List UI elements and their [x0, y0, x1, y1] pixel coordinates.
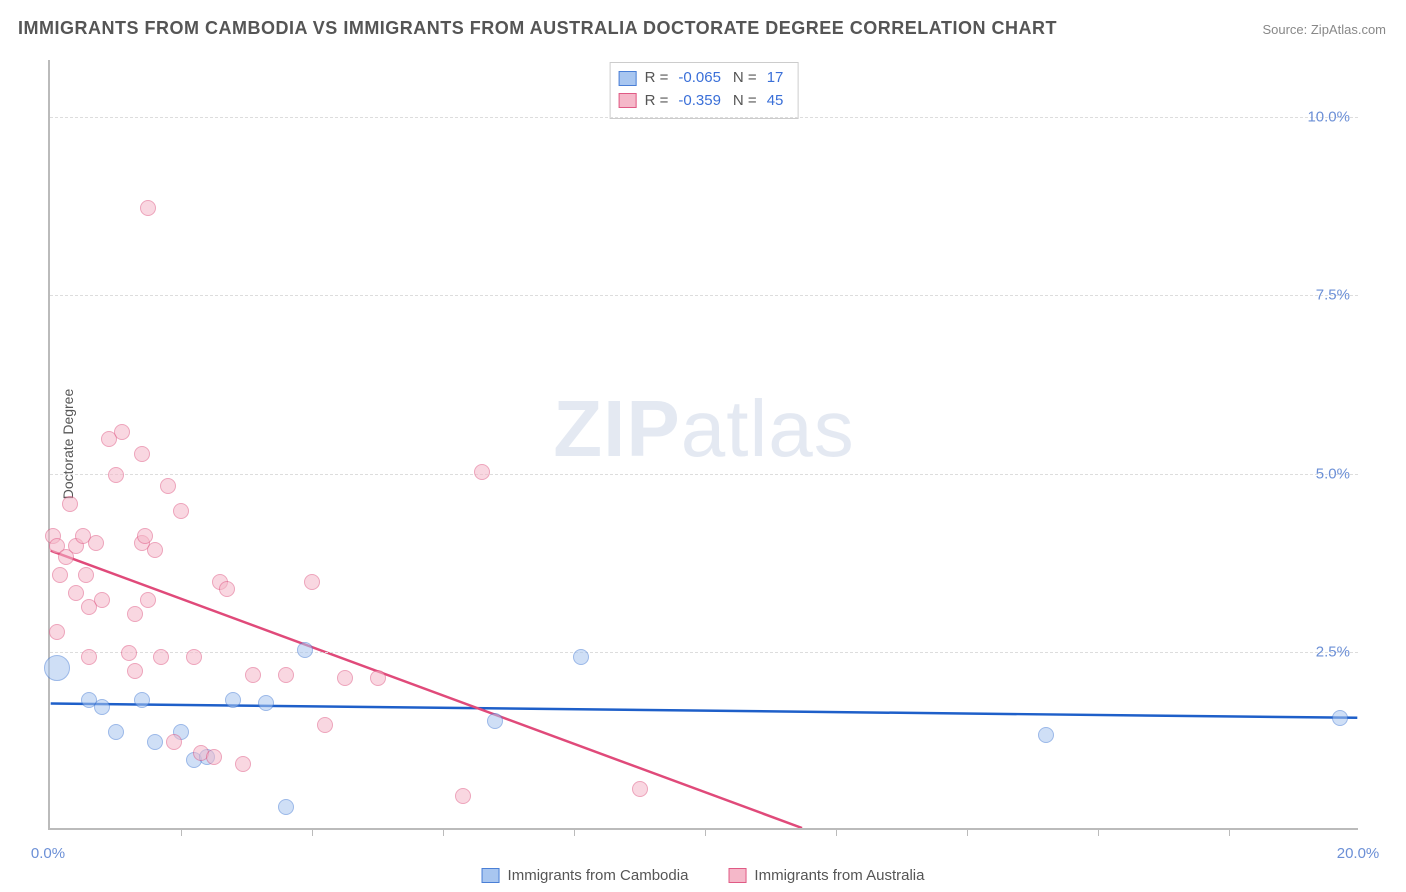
gridline: [50, 474, 1358, 475]
y-tick-label: 10.0%: [1307, 109, 1350, 126]
x-tick: [181, 828, 182, 836]
x-tick: [967, 828, 968, 836]
legend: Immigrants from Cambodia Immigrants from…: [482, 867, 925, 884]
r-value-2: -0.359: [674, 90, 725, 113]
data-point: [186, 649, 202, 665]
data-point: [455, 788, 471, 804]
data-point: [153, 649, 169, 665]
legend-item-australia: Immigrants from Australia: [728, 867, 924, 884]
n-value-2: 45: [763, 90, 788, 113]
data-point: [245, 667, 261, 683]
data-point: [88, 535, 104, 551]
data-point: [81, 649, 97, 665]
data-point: [235, 756, 251, 772]
x-tick: [836, 828, 837, 836]
source-label: Source: ZipAtlas.com: [1262, 22, 1386, 37]
legend-swatch-cambodia: [482, 868, 500, 883]
legend-item-cambodia: Immigrants from Cambodia: [482, 867, 689, 884]
data-point: [147, 542, 163, 558]
x-tick-label: 0.0%: [31, 845, 65, 862]
data-point: [108, 467, 124, 483]
data-point: [44, 655, 70, 681]
data-point: [258, 695, 274, 711]
data-point: [62, 496, 78, 512]
chart-svg: [50, 60, 1358, 828]
gridline: [50, 117, 1358, 118]
data-point: [68, 585, 84, 601]
data-point: [160, 478, 176, 494]
data-point: [573, 649, 589, 665]
gridline: [50, 652, 1358, 653]
x-tick: [1098, 828, 1099, 836]
data-point: [127, 663, 143, 679]
y-tick-label: 2.5%: [1316, 643, 1350, 660]
x-tick: [705, 828, 706, 836]
legend-label-cambodia: Immigrants from Cambodia: [508, 867, 689, 884]
legend-swatch-australia: [728, 868, 746, 883]
y-axis-label: Doctorate Degree: [60, 389, 76, 500]
data-point: [140, 592, 156, 608]
data-point: [52, 567, 68, 583]
watermark-rest: atlas: [681, 384, 855, 473]
chart-title: IMMIGRANTS FROM CAMBODIA VS IMMIGRANTS F…: [18, 18, 1057, 39]
data-point: [147, 734, 163, 750]
x-tick: [1229, 828, 1230, 836]
data-point: [632, 781, 648, 797]
data-point: [127, 606, 143, 622]
y-tick-label: 5.0%: [1316, 465, 1350, 482]
swatch-cambodia: [619, 71, 637, 86]
stats-row-2: R = -0.359 N = 45: [619, 90, 788, 113]
data-point: [140, 200, 156, 216]
data-point: [173, 503, 189, 519]
data-point: [225, 692, 241, 708]
data-point: [370, 670, 386, 686]
data-point: [206, 749, 222, 765]
r-value-1: -0.065: [674, 67, 725, 90]
data-point: [134, 446, 150, 462]
data-point: [278, 667, 294, 683]
r-label-1: R =: [645, 67, 669, 90]
data-point: [121, 645, 137, 661]
x-tick: [443, 828, 444, 836]
plot-area: Doctorate Degree ZIPatlas R = -0.065 N =…: [48, 60, 1358, 830]
stats-row-1: R = -0.065 N = 17: [619, 67, 788, 90]
stats-box: R = -0.065 N = 17 R = -0.359 N = 45: [610, 62, 799, 119]
watermark-bold: ZIP: [553, 384, 680, 473]
data-point: [304, 574, 320, 590]
x-tick: [312, 828, 313, 836]
data-point: [474, 464, 490, 480]
x-tick: [574, 828, 575, 836]
x-tick-label: 20.0%: [1337, 845, 1380, 862]
data-point: [278, 799, 294, 815]
data-point: [108, 724, 124, 740]
n-label-1: N =: [733, 67, 757, 90]
data-point: [49, 624, 65, 640]
data-point: [1038, 727, 1054, 743]
r-label-2: R =: [645, 90, 669, 113]
data-point: [94, 592, 110, 608]
data-point: [166, 734, 182, 750]
gridline: [50, 295, 1358, 296]
data-point: [114, 424, 130, 440]
data-point: [317, 717, 333, 733]
data-point: [1332, 710, 1348, 726]
data-point: [94, 699, 110, 715]
data-point: [134, 692, 150, 708]
data-point: [219, 581, 235, 597]
data-point: [297, 642, 313, 658]
n-value-1: 17: [763, 67, 788, 90]
data-point: [337, 670, 353, 686]
legend-label-australia: Immigrants from Australia: [754, 867, 924, 884]
data-point: [137, 528, 153, 544]
watermark: ZIPatlas: [553, 383, 854, 475]
data-point: [78, 567, 94, 583]
n-label-2: N =: [733, 90, 757, 113]
swatch-australia: [619, 93, 637, 108]
data-point: [487, 713, 503, 729]
y-tick-label: 7.5%: [1316, 287, 1350, 304]
